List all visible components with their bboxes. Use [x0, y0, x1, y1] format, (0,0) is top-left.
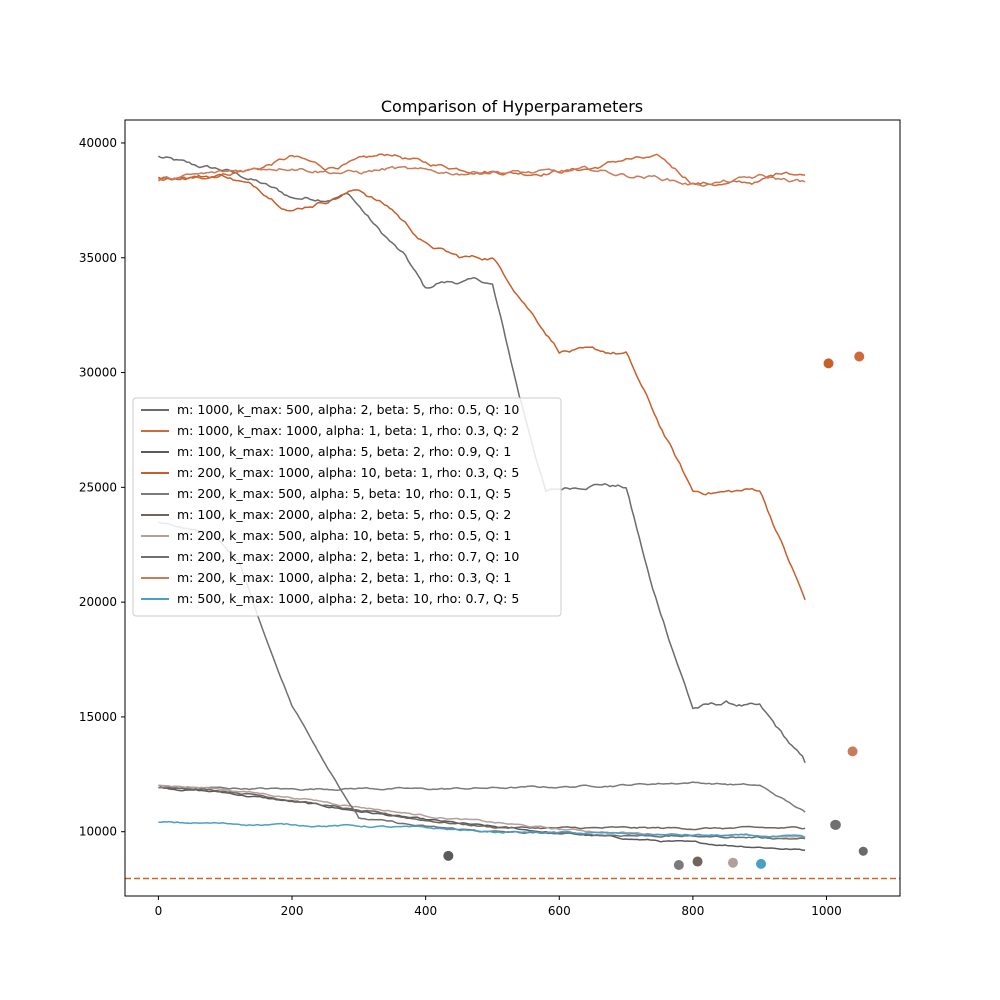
legend-label-6: m: 100, k_max: 2000, alpha: 2, beta: 5, … [177, 507, 511, 522]
final-marker-2 [854, 351, 864, 361]
legend-label-7: m: 200, k_max: 500, alpha: 10, beta: 5, … [177, 528, 511, 543]
final-marker-7 [728, 858, 738, 868]
final-marker-4 [824, 358, 834, 368]
chart-title: Comparison of Hyperparameters [381, 97, 643, 116]
final-marker-5 [674, 860, 684, 870]
y-tick-label-20000: 20000 [79, 595, 117, 609]
x-tick-label-800: 800 [681, 904, 704, 918]
y-tick-label-30000: 30000 [79, 366, 117, 380]
final-marker-8 [831, 820, 841, 830]
y-tick-label-10000: 10000 [79, 825, 117, 839]
x-tick-label-1000: 1000 [811, 904, 842, 918]
x-tick-label-600: 600 [548, 904, 571, 918]
final-marker-9 [848, 746, 858, 756]
extra-marker-2 [859, 847, 868, 856]
y-tick-label-15000: 15000 [79, 710, 117, 724]
x-tick-label-400: 400 [414, 904, 437, 918]
x-tick-label-200: 200 [281, 904, 304, 918]
legend-label-2: m: 1000, k_max: 1000, alpha: 1, beta: 1,… [177, 423, 519, 438]
legend-label-3: m: 100, k_max: 1000, alpha: 5, beta: 2, … [177, 444, 511, 459]
x-tick-label-0: 0 [155, 904, 163, 918]
legend-label-10: m: 500, k_max: 1000, alpha: 2, beta: 10,… [177, 591, 519, 606]
legend-label-9: m: 200, k_max: 1000, alpha: 2, beta: 1, … [177, 570, 511, 585]
legend-label-1: m: 1000, k_max: 500, alpha: 2, beta: 5, … [177, 402, 519, 417]
x-axis: 0 200 400 600 800 1000 [155, 896, 842, 918]
legend-label-5: m: 200, k_max: 500, alpha: 5, beta: 10, … [177, 486, 511, 501]
y-axis: 10000 15000 20000 25000 30000 35000 40000 [79, 136, 125, 839]
legend-label-8: m: 200, k_max: 2000, alpha: 2, beta: 1, … [177, 549, 519, 564]
legend: m: 1000, k_max: 500, alpha: 2, beta: 5, … [133, 398, 561, 616]
y-tick-label-35000: 35000 [79, 251, 117, 265]
final-marker-3 [443, 851, 453, 861]
final-marker-10 [756, 859, 766, 869]
y-tick-label-40000: 40000 [79, 136, 117, 150]
final-marker-6 [693, 857, 703, 867]
y-tick-label-25000: 25000 [79, 480, 117, 494]
legend-label-4: m: 200, k_max: 1000, alpha: 10, beta: 1,… [177, 465, 519, 480]
